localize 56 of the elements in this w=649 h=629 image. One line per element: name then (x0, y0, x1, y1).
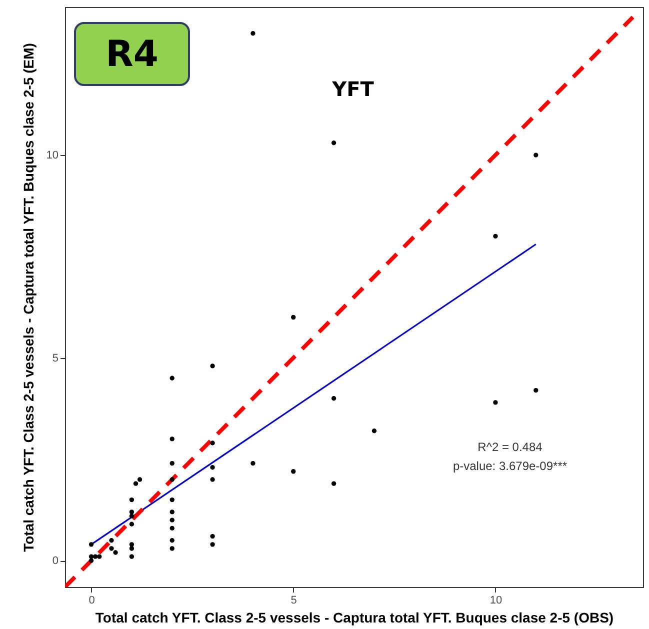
point (129, 510, 134, 514)
point (372, 428, 377, 434)
y-tick-label: 5 (52, 352, 58, 364)
point (129, 546, 134, 551)
x-tick-label: 0 (88, 594, 95, 606)
point (210, 534, 215, 539)
point (170, 546, 174, 551)
point (170, 436, 174, 442)
point (137, 477, 142, 482)
point (129, 497, 134, 502)
point (109, 538, 114, 543)
point (88, 558, 94, 563)
x-tick-label: 10 (490, 594, 502, 606)
annotation: p-value: 3.679e-09*** (452, 459, 568, 473)
point (210, 542, 215, 547)
point (129, 554, 134, 559)
point (97, 554, 102, 559)
point (291, 469, 296, 474)
point (291, 314, 296, 320)
point (331, 481, 336, 486)
point (210, 477, 215, 482)
y-axis-title: Total catch YFT. Class 2-5 vessels - Captura total YFT. Buques clase 2-5 (EM) (20, 43, 36, 552)
point (129, 542, 134, 547)
point (170, 538, 174, 543)
point (534, 388, 538, 393)
point (113, 550, 118, 555)
point (129, 514, 134, 518)
point (331, 396, 336, 401)
point (534, 152, 538, 158)
y-tick-label: 0 (52, 555, 58, 568)
point (170, 376, 174, 380)
point (88, 554, 94, 559)
y-tick-label: 10 (46, 150, 58, 162)
x-tick-label: 5 (290, 594, 297, 606)
point (250, 31, 256, 36)
point (170, 477, 174, 482)
point (133, 481, 138, 486)
point (109, 546, 114, 551)
point (170, 497, 174, 502)
point (170, 510, 174, 514)
point (493, 400, 498, 405)
point (92, 554, 98, 559)
point (170, 526, 174, 531)
point (170, 518, 174, 522)
point (331, 140, 336, 146)
annotation: R^2 = 0.484 (478, 440, 543, 454)
point (493, 234, 498, 238)
x-axis-title: Total catch YFT. Class 2-5 vessels - Captura total YFT. Buques clase 2-5 (OBS) (95, 610, 614, 626)
text: YFT (331, 77, 374, 101)
point (210, 364, 215, 368)
point (210, 465, 215, 470)
point (170, 460, 174, 466)
point (129, 522, 134, 526)
point (88, 542, 94, 547)
point (210, 440, 215, 446)
point (250, 460, 256, 466)
